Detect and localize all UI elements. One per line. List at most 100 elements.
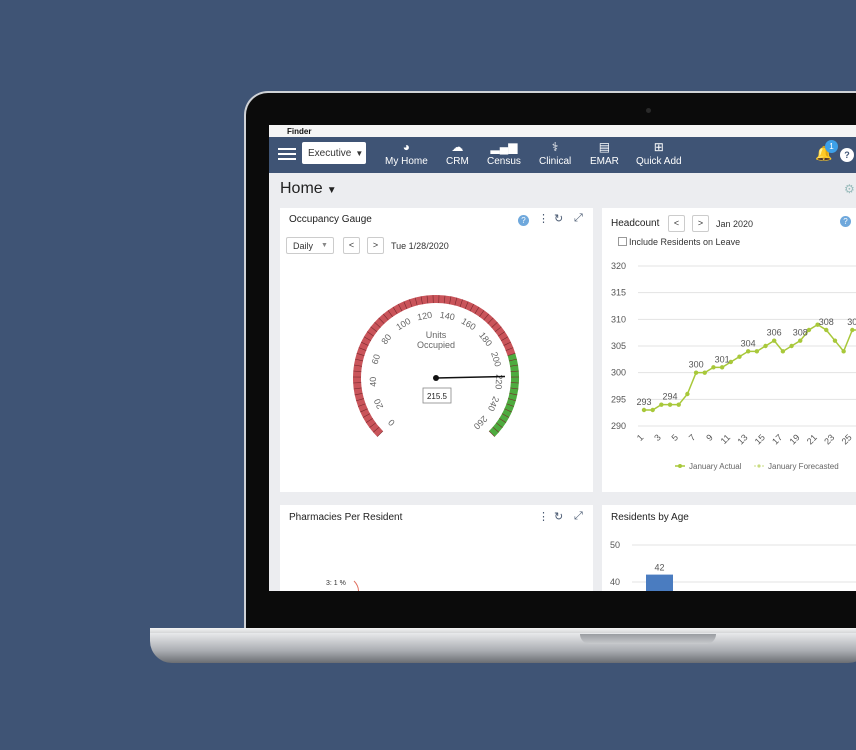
nav-crm[interactable]: ☁ CRM: [446, 140, 469, 167]
data-label: 304: [741, 338, 756, 348]
role-select[interactable]: Executive ▼: [302, 142, 366, 164]
gauge-tick: [488, 430, 495, 437]
data-point: [789, 343, 794, 349]
next-date-button[interactable]: >: [367, 237, 384, 254]
y-tick-label: 310: [611, 314, 626, 324]
gear-icon[interactable]: ⚙: [844, 182, 855, 196]
gauge-tick-label: 200: [489, 351, 503, 368]
expand-icon[interactable]: ⤢: [574, 510, 583, 522]
x-tick-label: 5: [670, 432, 681, 443]
gauge-tick: [374, 321, 381, 328]
gauge-label-units: Units: [426, 330, 447, 340]
x-tick-label: 17: [770, 432, 784, 446]
gauge-tick: [387, 310, 393, 317]
gauge-tick: [449, 296, 452, 305]
pharmacies-title: Pharmacies Per Resident: [289, 512, 403, 523]
gauge-tick: [356, 398, 364, 402]
data-point: [841, 349, 846, 354]
gauge-label-occupied: Occupied: [417, 340, 455, 350]
bar-chart-icon: ▂▄▆: [490, 140, 518, 154]
refresh-icon[interactable]: ↻: [554, 213, 564, 225]
gauge-tick: [510, 370, 519, 372]
gauge-tick: [479, 310, 485, 317]
bar-data-label: 42: [654, 563, 664, 573]
pie-slice-label: 3: 1 %: [326, 580, 346, 587]
gauge-tick-label: 240: [486, 395, 501, 413]
more-vertical-icon[interactable]: ⋮: [538, 213, 549, 225]
gauge-tick: [494, 326, 502, 332]
data-point: [832, 338, 838, 343]
gauge-tick-label: 20: [372, 397, 385, 410]
gauge-tick: [373, 426, 380, 433]
chevron-down-icon: ▼: [326, 185, 337, 196]
prev-month-button[interactable]: <: [668, 215, 685, 232]
gauge-value-label: 215.5: [427, 392, 448, 401]
gauge-tick: [504, 408, 512, 413]
data-point: [763, 343, 768, 349]
top-navbar: Executive ▼ ◕ My Home ☁ CRM ▂▄▆ Census ⚕…: [269, 137, 856, 173]
pharmacies-pie: [353, 580, 359, 591]
gauge-tick: [383, 313, 389, 321]
help-icon[interactable]: ?: [840, 148, 854, 162]
speedometer-icon: ◕: [402, 140, 411, 154]
gauge-tick: [498, 331, 506, 337]
clipboard-icon: ▤: [598, 140, 611, 154]
gauge-tick: [398, 303, 403, 312]
help-icon[interactable]: ?: [840, 216, 851, 227]
laptop-base: [150, 633, 856, 663]
gauge-tick: [356, 353, 365, 356]
gauge-needle: [435, 375, 506, 379]
gauge-tick: [454, 297, 458, 306]
gauge-tick: [491, 321, 498, 328]
gauge-tick: [464, 301, 469, 310]
gauge-tick: [459, 299, 463, 308]
y-tick-label: 50: [610, 540, 620, 550]
gauge-tick: [499, 418, 507, 423]
gauge-tick: [510, 387, 519, 390]
prev-date-button[interactable]: <: [343, 237, 360, 254]
data-point: [850, 327, 855, 333]
gauge-tick-label: 40: [368, 377, 379, 388]
nav-quick-add-label: Quick Add: [636, 156, 682, 167]
more-vertical-icon[interactable]: ⋮: [538, 511, 549, 523]
period-select[interactable]: Daily ▼: [286, 237, 334, 254]
gauge-tick: [369, 422, 377, 428]
expand-icon[interactable]: ⤢: [574, 212, 583, 224]
nav-clinical[interactable]: ⚕ Clinical: [539, 140, 571, 167]
headcount-card: Headcount < > Jan 2020 ? Include Residen…: [602, 208, 856, 492]
gauge-tick: [483, 313, 489, 321]
refresh-icon[interactable]: ↻: [554, 511, 564, 523]
bar: [646, 574, 673, 591]
gauge-tick: [495, 422, 503, 428]
data-point: [659, 402, 664, 407]
hamburger-menu-icon[interactable]: [278, 145, 296, 161]
gauge-tick: [507, 353, 516, 356]
legend-marker-actual: [678, 464, 682, 468]
notification-badge: 1: [825, 140, 838, 153]
occupancy-date: Tue 1/28/2020: [391, 241, 449, 251]
y-tick-label: 40: [610, 577, 620, 587]
grid-plus-icon: ⊞: [653, 140, 664, 154]
gauge-tick: [492, 426, 499, 433]
next-month-button[interactable]: >: [692, 215, 709, 232]
finder-menu[interactable]: Finder: [287, 126, 312, 136]
data-label: 308: [819, 317, 834, 327]
gauge-tick: [366, 331, 374, 337]
nav-quick-add[interactable]: ⊞ Quick Add: [636, 140, 682, 167]
residents-age-card: Residents by Age 50 40 42: [602, 505, 856, 591]
nav-emar[interactable]: ▤ EMAR: [590, 140, 619, 167]
x-tick-label: 23: [822, 432, 836, 446]
help-icon[interactable]: ?: [518, 215, 529, 226]
nav-my-home[interactable]: ◕ My Home: [385, 140, 428, 167]
gauge-tick: [469, 303, 474, 312]
data-point: [667, 402, 673, 407]
screen: Finder Executive ▼ ◕ My Home ☁ CRM ▂▄▆ C…: [269, 125, 856, 591]
chevron-down-icon: ▼: [355, 148, 364, 158]
data-point: [650, 407, 655, 413]
nav-census[interactable]: ▂▄▆ Census: [487, 140, 521, 167]
gauge-pivot: [433, 375, 439, 381]
include-leave-checkbox[interactable]: [618, 237, 627, 246]
page-title[interactable]: Home ▼: [280, 180, 337, 198]
data-point: [702, 370, 707, 375]
